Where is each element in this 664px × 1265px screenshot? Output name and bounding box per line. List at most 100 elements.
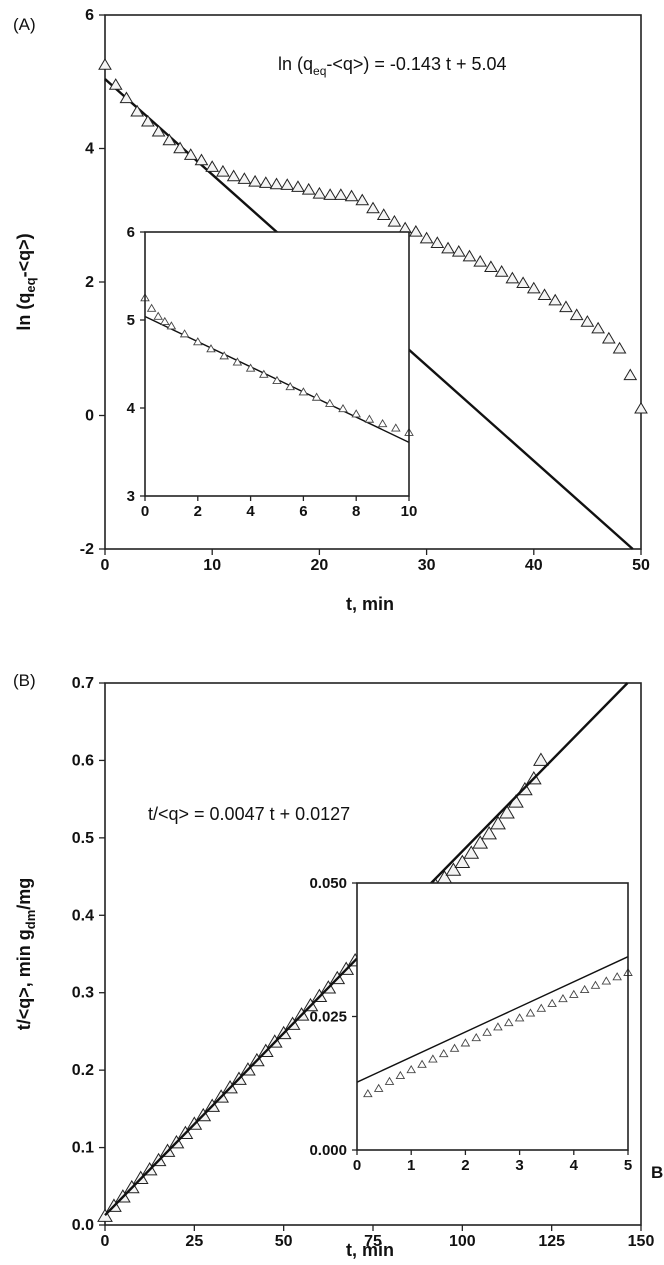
panel-b-y-axis-label: t/<q>, min gdm/mg (14, 878, 38, 1031)
panel-b-inset-data-point (558, 993, 568, 1003)
panel-a-data-point (559, 300, 573, 313)
panel-b-inset-fit-group (356, 956, 629, 1083)
panel-b-y-tick-label: 0.6 (72, 752, 94, 769)
panel-a-data-point (130, 104, 145, 117)
panel-b-data-point (533, 752, 549, 766)
panel-b-inset-data-point (460, 1038, 471, 1047)
panel-a-inset-y-tick-label: 4 (127, 400, 136, 417)
panel-a-data-point (269, 177, 284, 190)
panel-a-inset-x-tick-label: 2 (194, 503, 202, 520)
panel-a-data-point (419, 231, 434, 244)
panel-b-y-tick-label: 0.3 (72, 985, 94, 1002)
panel-b-data-point (472, 835, 489, 849)
panel-a-x-axis-label: t, min (346, 594, 394, 614)
panel-a-inset-data-point (179, 329, 190, 338)
panel-b-inset-data-point (363, 1089, 373, 1098)
panel-a-inset-data-point (325, 398, 335, 407)
panel-a-inset-data-point (232, 357, 243, 366)
panel-a-inset-data-point (219, 351, 229, 360)
panel-b-inset-data-point (449, 1043, 460, 1052)
panel-b-inset-data-point (417, 1059, 427, 1068)
panel-b-inset-data-point (503, 1018, 514, 1027)
panel-b-inset-data-point (525, 1008, 536, 1017)
panel-b-data-point (490, 815, 506, 830)
panel-a-data-point (333, 188, 348, 200)
panel-b-inset-data-point (373, 1083, 384, 1092)
panel-b-data-point (97, 1208, 113, 1222)
panel-a-data-point (441, 241, 455, 254)
panel-a-data-point (462, 249, 477, 262)
panel-a-data-point (612, 341, 627, 354)
panel-a-inset-data-point (153, 311, 163, 320)
panel-a-x-ticks: 0 10 20 30 40 50 (101, 549, 650, 574)
panel-a-data-point (473, 254, 488, 267)
panel-a-data-point (580, 315, 595, 327)
panel-b-data-point (499, 805, 515, 819)
panel-b-inset-data-point (612, 972, 622, 981)
panel-a-data-point (516, 276, 530, 289)
panel-a-y-tick-label: 4 (85, 141, 94, 158)
panel-b-y-axis-label-subscript: dm (23, 910, 38, 930)
panel-a-data-point (409, 224, 423, 237)
panel-b-inset-x-tick-label: 2 (461, 1157, 469, 1174)
panel-a-inset-data-point (311, 392, 322, 401)
panel-a-inset-background (145, 232, 409, 496)
panel-a-y-ticks: -2 0 2 4 6 (80, 7, 105, 558)
panel-a-inset-data-point (245, 363, 256, 372)
panel-b-inset-data-point (395, 1070, 406, 1080)
panel-b-inset-y-tick-label: 0.050 (309, 875, 347, 892)
panel-b-inset-data-point (428, 1054, 438, 1063)
panel-a-data-point (355, 193, 370, 206)
panel-a-x-tick-label: 30 (418, 557, 436, 574)
panel-b-inset-data-point (514, 1013, 525, 1022)
panel-a-data-point (344, 189, 359, 202)
panel-b-data-point (481, 825, 498, 840)
panel-a-inset-data-point (160, 316, 170, 326)
panel-b-x-tick-label: 75 (364, 1233, 382, 1250)
panel-a-inset-data-point (146, 303, 157, 312)
panel-a-data-point (194, 153, 209, 166)
panel-a-y-axis-label-subscript: eq (23, 277, 38, 292)
panel-b-x-tick-label: 50 (275, 1233, 293, 1250)
panel-a-data-point (366, 201, 380, 214)
panel-a-inset-x-tick-label: 6 (299, 503, 307, 520)
panel-a-data-point (376, 208, 391, 220)
panel-b-x-tick-label: 25 (185, 1233, 203, 1250)
panel-a-data-point (237, 172, 252, 184)
panel-a-data-point (216, 164, 230, 177)
panel-b-inset-data-point (601, 976, 612, 985)
panel-b-data-point (454, 854, 471, 869)
page-label-fragment: B (651, 1163, 663, 1182)
panel-a-inset-y-tick-label: 3 (127, 488, 135, 505)
panel-a-equation: ln (qeq-<q>) = -0.143 t + 5.04 (278, 54, 507, 78)
panel-a-data-point (601, 331, 616, 344)
panel-a-inset-y-tick-label: 5 (127, 312, 135, 329)
panel-a-x-tick-label: 10 (203, 557, 221, 574)
panel-a-data-point (173, 141, 187, 154)
panel-a-data-point (226, 169, 241, 182)
panel-a-equation-main: ln (q (278, 54, 313, 74)
panel-a-data-point (494, 265, 509, 277)
panel-a-data-point (634, 401, 648, 414)
panel-a-inset-x-tick-label: 10 (401, 503, 418, 520)
panel-b-inset-x-tick-label: 0 (353, 1157, 361, 1174)
panel-a-data-point (291, 180, 305, 192)
panel-b-x-axis-label: t, min (346, 1240, 394, 1260)
panel-b-inset-background (357, 883, 628, 1150)
panel-a-data-point (387, 214, 402, 227)
panel-b: (B) 0 25 50 75 100 125 150 0.00.10.20.30.40.50… (13, 671, 663, 1260)
panel-b-y-tick-label: 0.4 (72, 907, 94, 924)
panel-a-label: (A) (13, 15, 36, 34)
panel-a-inset-data-point (351, 409, 361, 418)
panel-a-inset-x-tick-label: 4 (246, 503, 255, 520)
panel-b-label: (B) (13, 671, 36, 690)
panel-a-data-point (526, 281, 541, 294)
panel-a-data-point (151, 124, 166, 137)
panel-a-data-point (591, 321, 605, 334)
panel-a-data-point (141, 114, 155, 127)
panel-a-x-tick-label: 20 (311, 557, 329, 574)
panel-a-data-point (505, 271, 520, 284)
panel-a-inset-x-tick-label: 8 (352, 503, 360, 520)
panel-a-data-point (205, 160, 220, 172)
panel-b-y-tick-label: 0.2 (72, 1062, 94, 1079)
